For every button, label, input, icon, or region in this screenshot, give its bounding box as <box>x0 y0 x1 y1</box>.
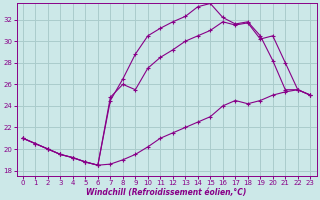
X-axis label: Windchill (Refroidissement éolien,°C): Windchill (Refroidissement éolien,°C) <box>86 188 247 197</box>
